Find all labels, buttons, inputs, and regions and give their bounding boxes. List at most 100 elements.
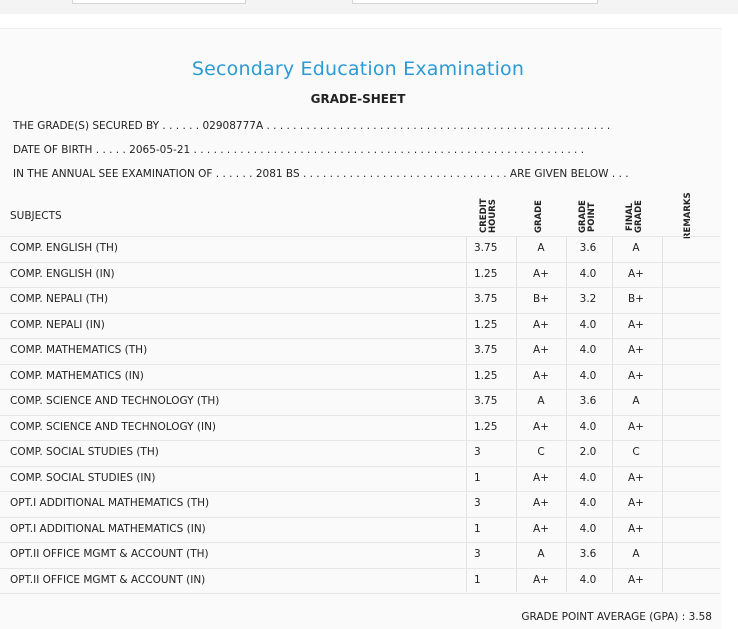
final-grade-cell: C [632, 446, 640, 458]
subject-cell: COMP. SCIENCE AND TECHNOLOGY (TH) [10, 395, 220, 407]
column-divider [662, 236, 663, 592]
final-grade-cell: A+ [628, 344, 644, 356]
exam-dots: . . . . . . . . . . . . . . . . . . . . … [302, 168, 507, 180]
row-divider [0, 491, 720, 492]
grade-cell: A+ [533, 497, 549, 509]
credit-hours-cell: 1.25 [474, 369, 498, 382]
final-grade-cell: A+ [628, 420, 644, 433]
final-grade-cell: A [632, 242, 640, 254]
row-divider [0, 414, 720, 416]
subject-cell: OPT.I ADDITIONAL MATHEMATICS (TH) [10, 497, 210, 509]
secured-by-line: THE GRADE(S) SECURED BY . . . . . . 0290… [13, 120, 610, 132]
row-divider [0, 567, 720, 569]
subject-cell: COMP. SCIENCE AND TECHNOLOGY (IN) [10, 420, 217, 433]
grade-point-cell: 3.6 [579, 242, 597, 254]
credit-hours-cell: 1 [474, 471, 481, 484]
final-grade-cell: A+ [628, 522, 644, 535]
exam-year: 2081 BS [255, 168, 300, 180]
secured-by-dots: . . . . . . . . . . . . . . . . . . . . … [266, 120, 611, 132]
final-grade-cell: A+ [628, 573, 644, 586]
subject-cell: COMP. SOCIAL STUDIES (TH) [10, 446, 159, 458]
grade-point-cell: 4.0 [579, 471, 597, 484]
row-divider [0, 465, 720, 467]
grade-cell: A [537, 548, 545, 560]
credit-hours-cell: 3 [474, 497, 481, 509]
credit-hours-cell: 3.75 [474, 293, 498, 305]
dob-prefix: DATE OF BIRTH . . . . . [13, 144, 126, 156]
grade-point-cell: 4.0 [579, 573, 597, 586]
header-final-grade: FINAL GRADE [625, 200, 644, 234]
row-divider [0, 312, 720, 314]
column-divider [466, 236, 467, 592]
header-grade: GRADE [534, 200, 544, 234]
grade-cell: A+ [533, 522, 549, 535]
grade-sheet-heading: GRADE-SHEET [310, 92, 406, 106]
grade-point-cell: 4.0 [579, 522, 597, 535]
grade-cell: A+ [533, 267, 549, 280]
grade-cell: A+ [533, 471, 549, 484]
header-credit-hours: CREDIT HOURS [479, 198, 498, 234]
subject-cell: COMP. SOCIAL STUDIES (IN) [10, 471, 156, 484]
gpa-line: GRADE POINT AVERAGE (GPA) : 3.58 [521, 611, 712, 623]
grade-cell: A [537, 242, 545, 254]
exam-prefix: IN THE ANNUAL SEE EXAMINATION OF . . . .… [13, 168, 253, 180]
top-input-right[interactable] [352, 0, 598, 4]
exam-line: IN THE ANNUAL SEE EXAMINATION OF . . . .… [13, 168, 629, 180]
row-divider [0, 261, 720, 263]
grade-cell: C [537, 446, 545, 458]
subject-cell: COMP. MATHEMATICS (TH) [10, 344, 148, 356]
header-remarks: REMARKS [683, 192, 693, 240]
grade-point-cell: 4.0 [579, 369, 597, 382]
subject-cell: COMP. ENGLISH (TH) [10, 242, 118, 254]
grade-cell: A+ [533, 573, 549, 586]
row-divider [0, 287, 720, 288]
exam-title: Secondary Education Examination [191, 58, 525, 80]
subject-cell: COMP. NEPALI (TH) [10, 293, 109, 305]
final-grade-cell: A+ [628, 471, 644, 484]
credit-hours-cell: 1 [474, 522, 481, 535]
grade-point-cell: 4.0 [579, 497, 597, 509]
dob-line: DATE OF BIRTH . . . . . 2065-05-21 . . .… [13, 144, 584, 156]
credit-hours-cell: 3.75 [474, 344, 498, 356]
header-grade-point: GRADE POINT [578, 200, 597, 234]
row-divider [0, 389, 720, 390]
credit-hours-cell: 1.25 [474, 318, 498, 331]
row-divider [0, 236, 720, 237]
final-grade-cell: A [632, 548, 640, 560]
dob-dots: . . . . . . . . . . . . . . . . . . . . … [193, 144, 585, 156]
grade-point-cell: 4.0 [579, 420, 597, 433]
exam-suffix: ARE GIVEN BELOW . . . [509, 168, 629, 180]
column-divider [516, 236, 517, 592]
grade-point-cell: 4.0 [579, 344, 597, 356]
final-grade-cell: A+ [628, 369, 644, 382]
credit-hours-cell: 3.75 [474, 395, 498, 407]
subject-cell: OPT.I ADDITIONAL MATHEMATICS (IN) [10, 522, 206, 535]
date-of-birth: 2065-05-21 [129, 144, 191, 156]
grade-point-cell: 4.0 [579, 267, 597, 280]
row-divider [0, 363, 720, 365]
grade-cell: B+ [532, 293, 549, 305]
secured-by-prefix: THE GRADE(S) SECURED BY . . . . . . [13, 120, 200, 132]
row-divider [0, 338, 720, 339]
column-divider [566, 236, 567, 592]
final-grade-cell: B+ [627, 293, 644, 305]
column-divider [612, 236, 613, 592]
final-grade-cell: A+ [628, 267, 644, 280]
credit-hours-cell: 3 [474, 446, 481, 458]
final-grade-cell: A+ [628, 497, 644, 509]
credit-hours-cell: 3.75 [474, 242, 498, 254]
symbol-number: 02908777A [202, 120, 264, 132]
header-subjects: SUBJECTS [10, 210, 62, 222]
grade-cell: A [537, 395, 545, 407]
credit-hours-cell: 1 [474, 573, 481, 586]
final-grade-cell: A+ [628, 318, 644, 331]
grade-cell: A+ [533, 344, 549, 356]
row-divider [0, 593, 720, 594]
subject-cell: OPT.II OFFICE MGMT & ACCOUNT (IN) [10, 573, 206, 586]
subject-cell: COMP. NEPALI (IN) [10, 318, 105, 331]
grade-cell: A+ [533, 369, 549, 382]
row-divider [0, 440, 720, 441]
top-input-left[interactable] [72, 0, 246, 4]
subject-cell: OPT.II OFFICE MGMT & ACCOUNT (TH) [10, 548, 209, 560]
credit-hours-cell: 1.25 [474, 420, 498, 433]
